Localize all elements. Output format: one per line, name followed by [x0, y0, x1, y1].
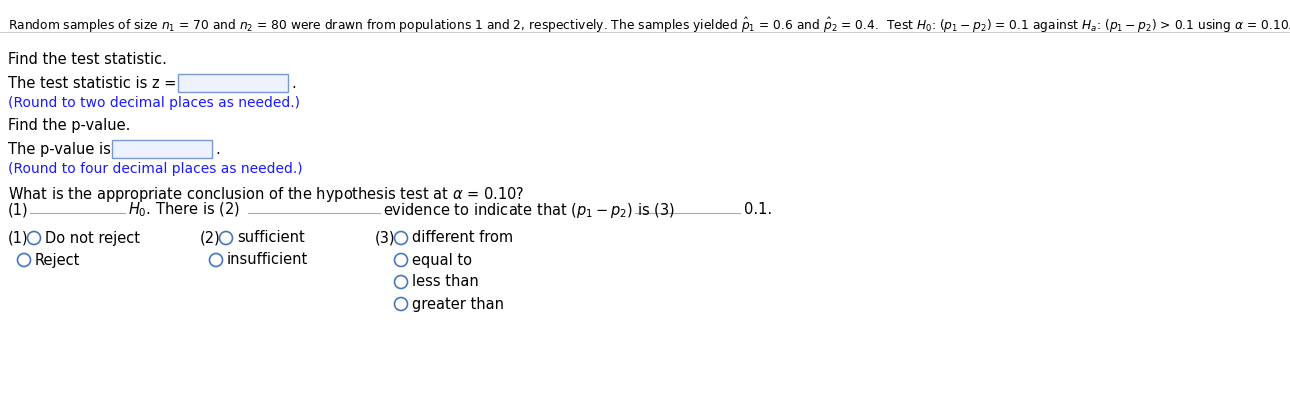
Text: .: .	[292, 76, 295, 91]
Text: (1): (1)	[8, 203, 28, 217]
Circle shape	[209, 254, 222, 267]
FancyBboxPatch shape	[112, 140, 212, 158]
Text: evidence to indicate that $\left(p_1 - p_2\right)$ is (3): evidence to indicate that $\left(p_1 - p…	[383, 201, 675, 220]
Text: .: .	[215, 142, 219, 157]
Circle shape	[395, 232, 408, 244]
Circle shape	[219, 232, 232, 244]
Text: (1): (1)	[8, 230, 28, 246]
Text: The p-value is: The p-value is	[8, 142, 111, 157]
Text: equal to: equal to	[412, 252, 472, 267]
Circle shape	[18, 254, 31, 267]
Text: (Round to four decimal places as needed.): (Round to four decimal places as needed.…	[8, 162, 303, 176]
Text: insufficient: insufficient	[227, 252, 308, 267]
Circle shape	[395, 297, 408, 310]
Text: (Round to two decimal places as needed.): (Round to two decimal places as needed.)	[8, 96, 301, 110]
Text: (3): (3)	[375, 230, 396, 246]
Circle shape	[27, 232, 40, 244]
Text: Random samples of size $n_1$ = 70 and $n_2$ = 80 were drawn from populations 1 a: Random samples of size $n_1$ = 70 and $n…	[8, 16, 1290, 35]
Text: different from: different from	[412, 230, 513, 246]
Text: The test statistic is z =: The test statistic is z =	[8, 76, 177, 91]
Text: 0.1.: 0.1.	[744, 203, 773, 217]
Text: sufficient: sufficient	[237, 230, 304, 246]
Text: Do not reject: Do not reject	[45, 230, 141, 246]
Circle shape	[395, 275, 408, 289]
Text: (2): (2)	[200, 230, 221, 246]
Text: Reject: Reject	[35, 252, 80, 267]
Text: greater than: greater than	[412, 297, 504, 312]
Circle shape	[395, 254, 408, 267]
Text: Find the p-value.: Find the p-value.	[8, 118, 130, 133]
FancyBboxPatch shape	[178, 74, 288, 92]
Text: $H_0$. There is (2): $H_0$. There is (2)	[128, 201, 240, 219]
Text: less than: less than	[412, 275, 479, 289]
Text: Find the test statistic.: Find the test statistic.	[8, 52, 166, 67]
Text: What is the appropriate conclusion of the hypothesis test at $\alpha$ = 0.10?: What is the appropriate conclusion of th…	[8, 185, 525, 204]
